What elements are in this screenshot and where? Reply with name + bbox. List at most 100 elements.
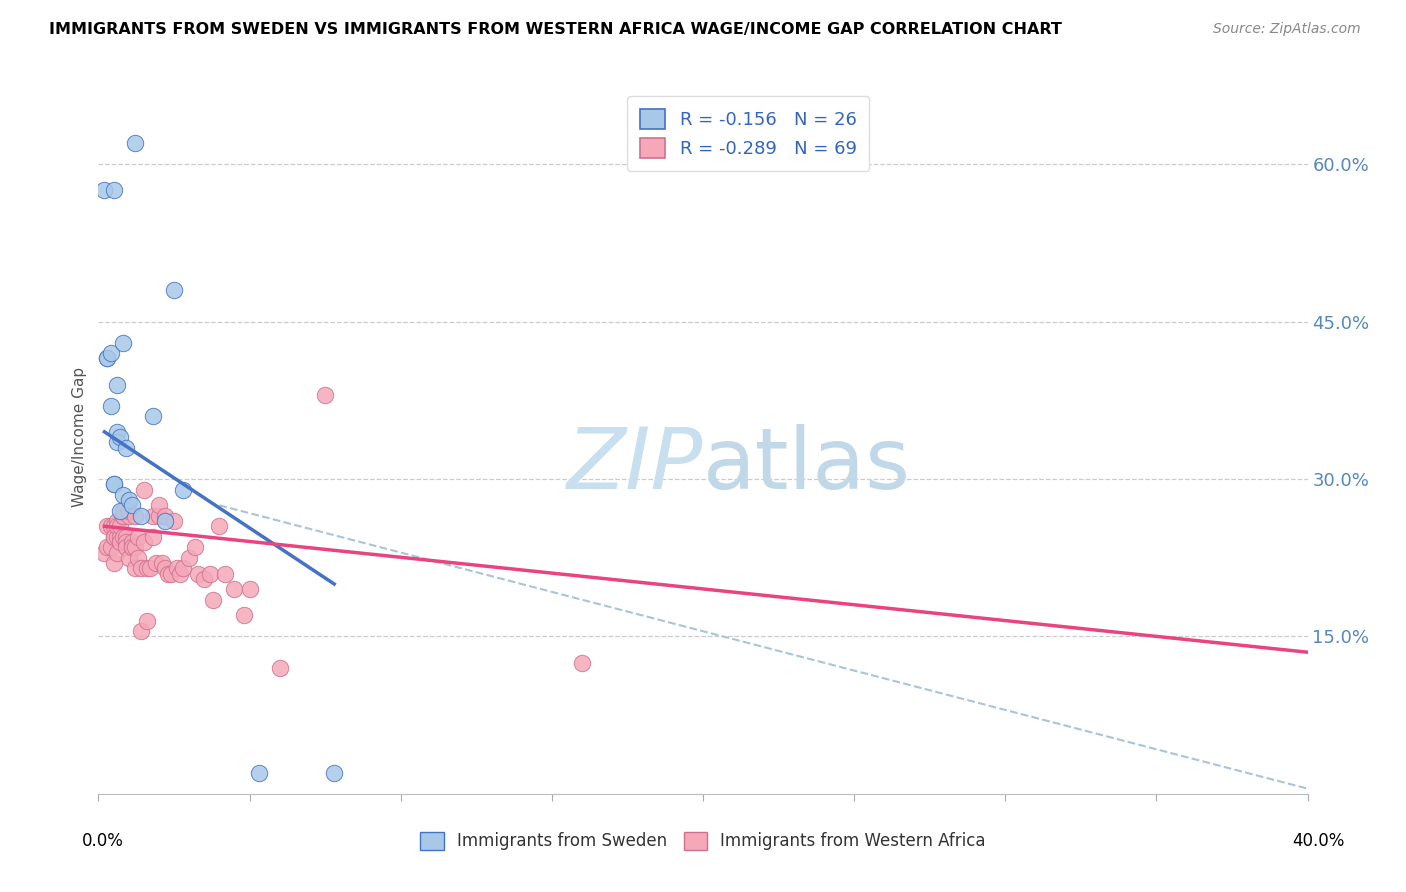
Point: [202, 592, 225, 607]
Point: [214, 566, 236, 581]
Point: [114, 541, 136, 555]
Point: [111, 503, 134, 517]
Point: [108, 430, 131, 444]
Point: [153, 561, 176, 575]
Point: [124, 561, 146, 575]
Point: [160, 566, 183, 581]
Point: [153, 514, 176, 528]
Point: [96, 519, 118, 533]
Point: [108, 530, 131, 544]
Point: [184, 541, 207, 555]
Text: atlas: atlas: [703, 424, 911, 508]
Point: [96, 351, 118, 366]
Text: IMMIGRANTS FROM SWEDEN VS IMMIGRANTS FROM WESTERN AFRICA WAGE/INCOME GAP CORRELA: IMMIGRANTS FROM SWEDEN VS IMMIGRANTS FRO…: [49, 22, 1062, 37]
Point: [121, 535, 143, 549]
Point: [105, 435, 128, 450]
Text: Source: ZipAtlas.com: Source: ZipAtlas.com: [1213, 22, 1361, 37]
Point: [129, 508, 152, 523]
Point: [200, 566, 222, 581]
Point: [118, 503, 141, 517]
Point: [156, 566, 179, 581]
Point: [142, 530, 165, 544]
Point: [114, 530, 136, 544]
Point: [111, 508, 134, 523]
Point: [127, 530, 149, 544]
Point: [232, 608, 254, 623]
Point: [247, 765, 270, 780]
Point: [93, 184, 115, 198]
Point: [135, 614, 157, 628]
Point: [153, 508, 176, 523]
Point: [121, 541, 143, 555]
Point: [163, 283, 186, 297]
Point: [105, 530, 128, 544]
Point: [145, 556, 167, 570]
Point: [108, 503, 131, 517]
Point: [239, 582, 262, 597]
Point: [103, 477, 125, 491]
Point: [571, 656, 593, 670]
Point: [105, 519, 128, 533]
Point: [103, 184, 125, 198]
Legend: Immigrants from Sweden, Immigrants from Western Africa: Immigrants from Sweden, Immigrants from …: [413, 825, 993, 857]
Text: 40.0%: 40.0%: [1292, 831, 1346, 849]
Point: [314, 388, 336, 402]
Point: [172, 561, 194, 575]
Point: [100, 346, 122, 360]
Point: [179, 550, 201, 565]
Point: [129, 561, 152, 575]
Point: [172, 483, 194, 497]
Point: [105, 545, 128, 559]
Point: [114, 441, 136, 455]
Point: [103, 530, 125, 544]
Point: [163, 514, 186, 528]
Point: [105, 514, 128, 528]
Point: [166, 561, 188, 575]
Point: [132, 535, 155, 549]
Point: [208, 519, 231, 533]
Point: [139, 561, 162, 575]
Point: [100, 519, 122, 533]
Point: [108, 519, 131, 533]
Point: [142, 508, 165, 523]
Point: [224, 582, 246, 597]
Point: [96, 541, 118, 555]
Point: [103, 556, 125, 570]
Point: [100, 399, 122, 413]
Point: [169, 566, 191, 581]
Point: [121, 541, 143, 555]
Point: [323, 765, 346, 780]
Point: [111, 488, 134, 502]
Point: [150, 556, 173, 570]
Text: ZIP: ZIP: [567, 424, 703, 508]
Point: [142, 409, 165, 423]
Point: [108, 535, 131, 549]
Point: [114, 535, 136, 549]
Point: [124, 541, 146, 555]
Point: [96, 351, 118, 366]
Y-axis label: Wage/Income Gap: Wage/Income Gap: [72, 367, 87, 508]
Point: [124, 508, 146, 523]
Point: [124, 136, 146, 151]
Point: [103, 519, 125, 533]
Text: 0.0%: 0.0%: [82, 831, 124, 849]
Point: [129, 624, 152, 639]
Point: [148, 498, 170, 512]
Point: [105, 377, 128, 392]
Point: [118, 550, 141, 565]
Point: [111, 508, 134, 523]
Point: [187, 566, 209, 581]
Point: [132, 483, 155, 497]
Point: [193, 572, 215, 586]
Point: [118, 508, 141, 523]
Point: [269, 661, 291, 675]
Point: [111, 335, 134, 350]
Point: [111, 530, 134, 544]
Point: [105, 425, 128, 439]
Point: [127, 550, 149, 565]
Point: [135, 561, 157, 575]
Point: [93, 545, 115, 559]
Point: [103, 477, 125, 491]
Point: [118, 493, 141, 508]
Point: [100, 541, 122, 555]
